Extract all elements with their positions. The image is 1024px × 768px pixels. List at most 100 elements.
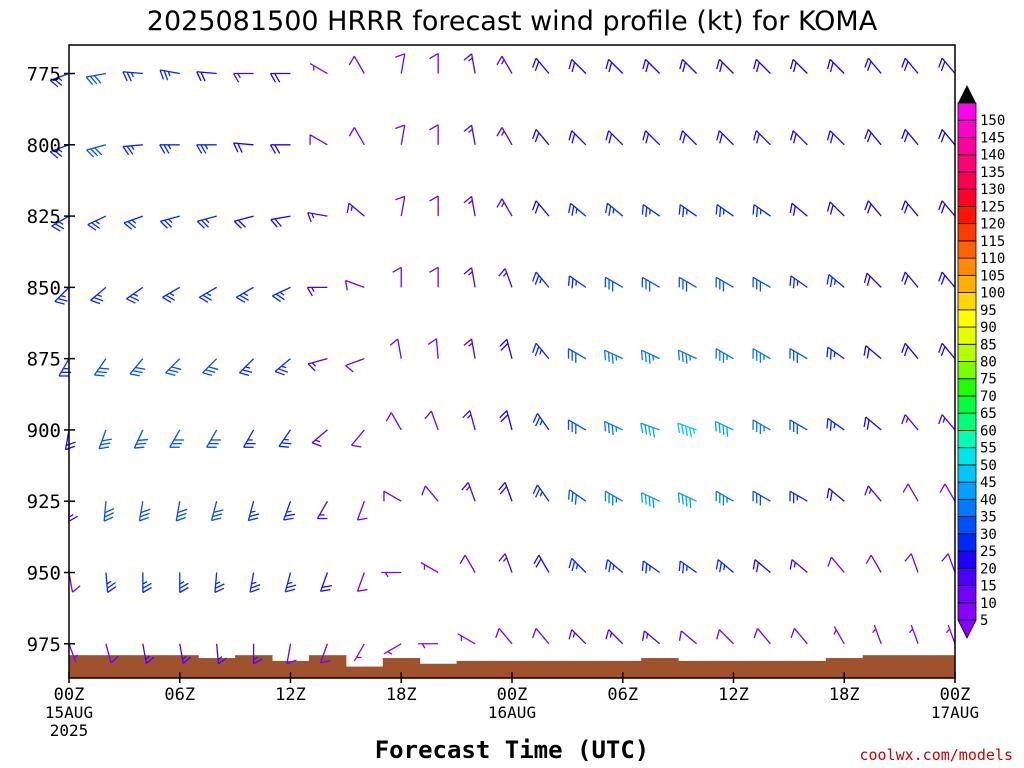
terrain-segment [161,655,199,678]
colorbar-swatch [957,188,977,207]
wind-barb [604,276,624,292]
wind-barb [420,561,439,574]
wind-barb [214,572,225,594]
y-tick-label: 825 [27,206,61,228]
colorbar-label: 105 [980,268,1005,284]
wind-barb [353,643,365,662]
wind-barb [790,628,808,645]
wind-barb [641,560,661,574]
wind-barb [752,276,771,292]
wind-barb [421,485,439,502]
colorbar-swatch [957,274,977,293]
wind-barb [90,286,107,305]
wind-barb [642,58,661,74]
wind-barb [789,275,808,289]
wind-barb [826,201,845,217]
wind-barb [383,490,402,502]
terrain-segment [751,660,790,678]
wind-barb [122,71,143,82]
wind-barb [179,572,189,594]
wind-barb [752,419,771,435]
wind-barb [532,200,550,217]
colorbar-label: 70 [980,389,997,405]
colorbar-swatch [957,223,977,242]
colorbar-swatch [957,102,977,121]
x-tick-label: 00Z [497,685,528,705]
wind-barb [235,286,254,303]
wind-barb [159,215,180,229]
wind-barb [49,144,70,159]
terrain-segment [567,660,605,678]
wind-barb [383,643,402,655]
wind-barb [68,501,78,522]
wind-barb [938,57,956,74]
wind-barb [715,348,734,363]
wind-barb [863,272,882,288]
colorbar-swatch [957,550,977,569]
wind-barb [498,553,513,573]
colorbar-label: 45 [980,475,997,491]
x-tick-sublabel: 15AUG [45,703,93,722]
wind-barb [567,489,587,505]
wind-barb [678,630,698,645]
wind-barb [908,624,919,645]
terrain-segment [456,660,495,678]
wind-barb [902,483,919,502]
wind-barb [641,276,660,292]
wind-barb [269,144,291,154]
wind-barb [568,130,587,146]
wind-barb [789,348,808,363]
wind-barb [864,200,882,217]
wind-barb [789,130,808,146]
wind-barb [678,276,697,292]
wind-barb [789,58,808,74]
wind-barb [605,629,624,645]
colorbar-label: 60 [980,423,997,439]
wind-barb [142,572,152,594]
colorbar-label: 75 [980,372,997,388]
wind-barb [872,624,882,645]
wind-barb [105,572,117,593]
wind-barb [233,142,254,153]
wind-barb [283,500,296,521]
y-tick-label: 925 [27,491,61,513]
wind-barb [567,348,587,363]
wind-barb [210,501,224,522]
colorbar-label: 135 [980,165,1005,181]
wind-barb [196,144,217,154]
colorbar-label: 10 [980,596,997,612]
wind-barb [429,124,439,145]
wind-barb [162,286,181,303]
wind-barb [169,429,184,448]
terrain-segment [788,660,827,678]
colorbar-swatch [957,154,977,173]
wind-barb [939,483,956,502]
colorbar-label: 40 [980,492,997,508]
y-tick-label: 850 [27,277,61,299]
wind-barb [677,422,697,438]
terrain-segment [124,655,162,678]
wind-barb [752,204,771,218]
colorbar-label: 95 [980,303,997,319]
wind-barb [233,72,254,83]
wind-barb [196,71,217,82]
wind-barb [938,342,956,360]
colorbar-swatch [957,361,977,380]
terrain-segment [641,658,679,678]
wind-barb [429,52,439,74]
wind-barb [605,130,624,146]
wind-barb [86,144,107,158]
wind-barb [532,271,550,288]
wind-barb [51,215,70,232]
terrain-segment [272,660,310,678]
wind-barb [392,266,402,288]
colorbar-swatch [957,205,977,225]
wind-barb [568,202,587,217]
terrain-segment [87,655,125,678]
wind-barb [938,129,956,146]
x-tick-label: 12Z [718,685,749,705]
wind-barb [348,55,365,74]
terrain-segment [493,660,531,678]
y-tick-label: 875 [27,349,61,371]
wind-barb [249,572,261,593]
